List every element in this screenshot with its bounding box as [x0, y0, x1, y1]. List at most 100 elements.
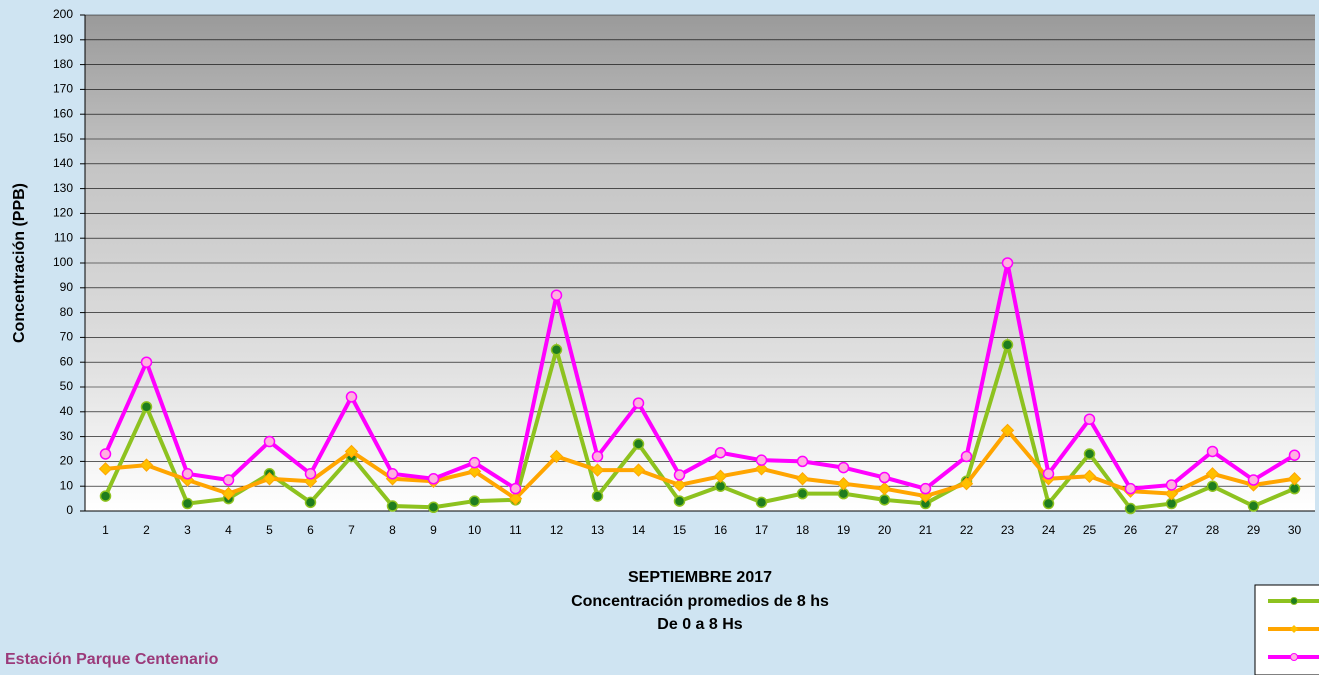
- y-tick-label: 100: [53, 255, 73, 269]
- x-tick-label: 11: [509, 523, 522, 537]
- marker: [388, 501, 398, 511]
- x-tick-label: 4: [225, 523, 232, 537]
- legend-marker: [1291, 654, 1298, 661]
- x-tick-label: 24: [1042, 523, 1056, 537]
- y-tick-label: 30: [60, 429, 74, 443]
- y-tick-label: 200: [53, 7, 73, 21]
- y-tick-label: 60: [60, 354, 74, 368]
- marker: [757, 497, 767, 507]
- y-tick-label: 20: [60, 454, 74, 468]
- marker: [265, 437, 275, 447]
- marker: [1249, 501, 1259, 511]
- marker: [593, 451, 603, 461]
- marker: [306, 497, 316, 507]
- marker: [183, 499, 193, 509]
- marker: [1290, 450, 1300, 460]
- x-tick-label: 28: [1206, 523, 1220, 537]
- y-tick-label: 40: [60, 404, 74, 418]
- marker: [1208, 446, 1218, 456]
- marker: [183, 469, 193, 479]
- x-tick-label: 29: [1247, 523, 1261, 537]
- x-tick-label: 3: [184, 523, 191, 537]
- marker: [1085, 449, 1095, 459]
- chart-subtitle: De 0 a 8 Hs: [657, 616, 742, 633]
- marker: [798, 456, 808, 466]
- x-tick-label: 8: [389, 523, 396, 537]
- marker: [716, 448, 726, 458]
- y-tick-label: 50: [60, 379, 74, 393]
- y-tick-label: 90: [60, 280, 74, 294]
- x-tick-label: 21: [919, 523, 933, 537]
- chart: Concentración (PPB) SEPTIEMBRE 2017 Conc…: [0, 0, 1319, 675]
- x-tick-label: 15: [673, 523, 687, 537]
- marker: [1085, 414, 1095, 424]
- y-tick-label: 140: [53, 156, 73, 170]
- marker: [921, 484, 931, 494]
- marker: [880, 495, 890, 505]
- y-tick-label: 120: [53, 206, 73, 220]
- marker: [1167, 480, 1177, 490]
- y-tick-label: 150: [53, 131, 73, 145]
- marker: [634, 398, 644, 408]
- y-tick-label: 0: [66, 503, 73, 517]
- y-tick-label: 10: [60, 478, 74, 492]
- marker: [1044, 469, 1054, 479]
- marker: [470, 496, 480, 506]
- x-tick-label: 13: [591, 523, 605, 537]
- x-tick-label: 25: [1083, 523, 1097, 537]
- marker: [1044, 499, 1054, 509]
- marker: [757, 455, 767, 465]
- marker: [306, 469, 316, 479]
- y-tick-label: 80: [60, 305, 74, 319]
- y-tick-label: 190: [53, 32, 73, 46]
- marker: [675, 496, 685, 506]
- marker: [880, 473, 890, 483]
- marker: [1126, 504, 1136, 514]
- x-tick-label: 27: [1165, 523, 1179, 537]
- marker: [142, 357, 152, 367]
- marker: [101, 449, 111, 459]
- x-tick-label: 23: [1001, 523, 1015, 537]
- legend-marker: [1291, 598, 1298, 605]
- y-tick-label: 70: [60, 330, 74, 344]
- marker: [470, 458, 480, 468]
- marker: [347, 392, 357, 402]
- x-tick-label: 10: [468, 523, 482, 537]
- marker: [1003, 340, 1013, 350]
- x-tick-label: 30: [1288, 523, 1302, 537]
- marker: [839, 463, 849, 473]
- marker: [634, 439, 644, 449]
- y-axis-label: Concentración (PPB): [11, 183, 28, 343]
- marker: [593, 491, 603, 501]
- x-tick-label: 16: [714, 523, 728, 537]
- marker: [962, 451, 972, 461]
- station-annotation: Estación Parque Centenario: [5, 651, 219, 668]
- marker: [388, 469, 398, 479]
- marker: [429, 474, 439, 484]
- x-tick-label: 2: [143, 523, 150, 537]
- y-tick-label: 130: [53, 181, 73, 195]
- marker: [1208, 481, 1218, 491]
- chart-title: SEPTIEMBRE 2017: [628, 569, 772, 586]
- x-tick-label: 1: [102, 523, 109, 537]
- marker: [675, 470, 685, 480]
- x-tick-label: 7: [348, 523, 355, 537]
- marker: [429, 502, 439, 512]
- x-tick-label: 12: [550, 523, 564, 537]
- y-tick-label: 180: [53, 57, 73, 71]
- x-tick-label: 6: [307, 523, 314, 537]
- marker: [511, 484, 521, 494]
- y-tick-label: 110: [54, 230, 73, 244]
- marker: [224, 475, 234, 485]
- x-tick-label: 26: [1124, 523, 1138, 537]
- x-tick-label: 17: [755, 523, 769, 537]
- marker: [552, 290, 562, 300]
- x-tick-label: 5: [266, 523, 273, 537]
- x-tick-label: 14: [632, 523, 646, 537]
- marker: [1249, 475, 1259, 485]
- x-tick-label: 18: [796, 523, 810, 537]
- y-tick-label: 160: [53, 106, 73, 120]
- marker: [101, 491, 111, 501]
- x-tick-label: 22: [960, 523, 974, 537]
- marker: [142, 402, 152, 412]
